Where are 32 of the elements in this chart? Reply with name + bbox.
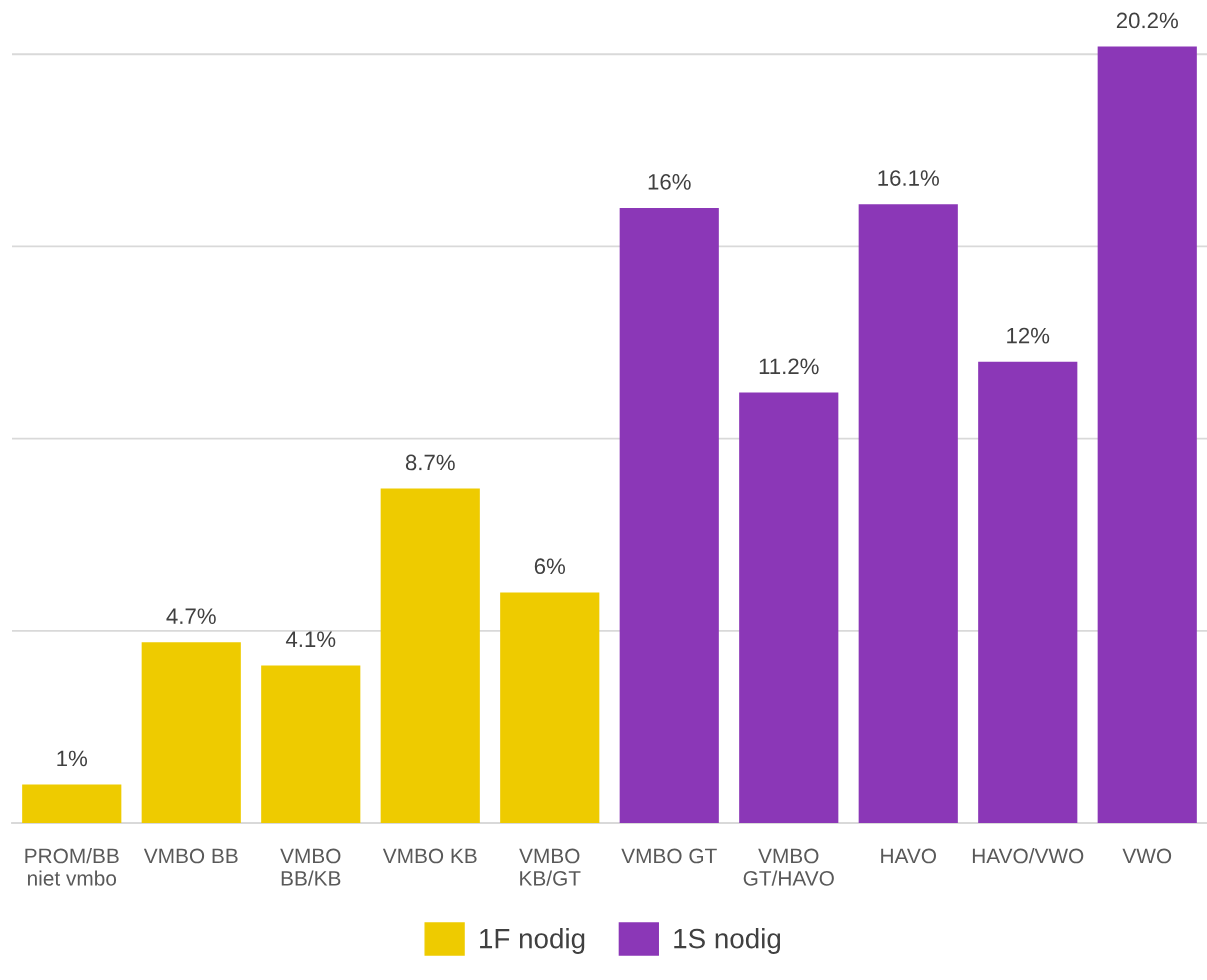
data-label: 12% <box>1007 327 1050 344</box>
bar <box>22 784 122 823</box>
x-tick-label: VMBO KB <box>382 848 477 864</box>
legend-label: 1F nodig <box>480 928 585 954</box>
data-label: 8.7% <box>405 454 455 471</box>
x-tick-label: VMBO BB/KB <box>280 848 341 886</box>
data-label: 11.2% <box>759 358 819 375</box>
x-tick-label: VMBO GT <box>621 848 717 864</box>
x-tick-label: PROM/BB niet vmbo <box>25 848 119 886</box>
data-label: 16.1% <box>878 170 939 186</box>
bar <box>739 392 839 823</box>
data-label: 16% <box>648 174 691 190</box>
data-label: 4.1% <box>285 631 336 648</box>
x-tick-label: HAVO/VWO <box>972 848 1084 864</box>
bar <box>500 592 600 823</box>
data-label: 20.2% <box>1116 12 1178 29</box>
data-label: 1% <box>57 750 88 767</box>
bar <box>261 665 361 823</box>
x-tick-label: VMBO KB/GT <box>519 848 581 886</box>
x-tick-label: HAVO <box>881 848 937 864</box>
data-label: 4.7% <box>166 608 216 624</box>
x-tick-label: VWO <box>1122 848 1172 864</box>
x-tick-label: VMBO GT/HAVO <box>743 848 834 886</box>
bar <box>1097 46 1197 823</box>
data-label: 6% <box>534 558 566 575</box>
x-tick-label: VMBO BB <box>143 848 238 864</box>
bar <box>619 208 719 823</box>
bar <box>380 488 480 823</box>
bar <box>141 642 241 823</box>
bar <box>858 204 958 823</box>
bar <box>978 361 1078 823</box>
legend-label: 1S nodig <box>674 928 781 954</box>
